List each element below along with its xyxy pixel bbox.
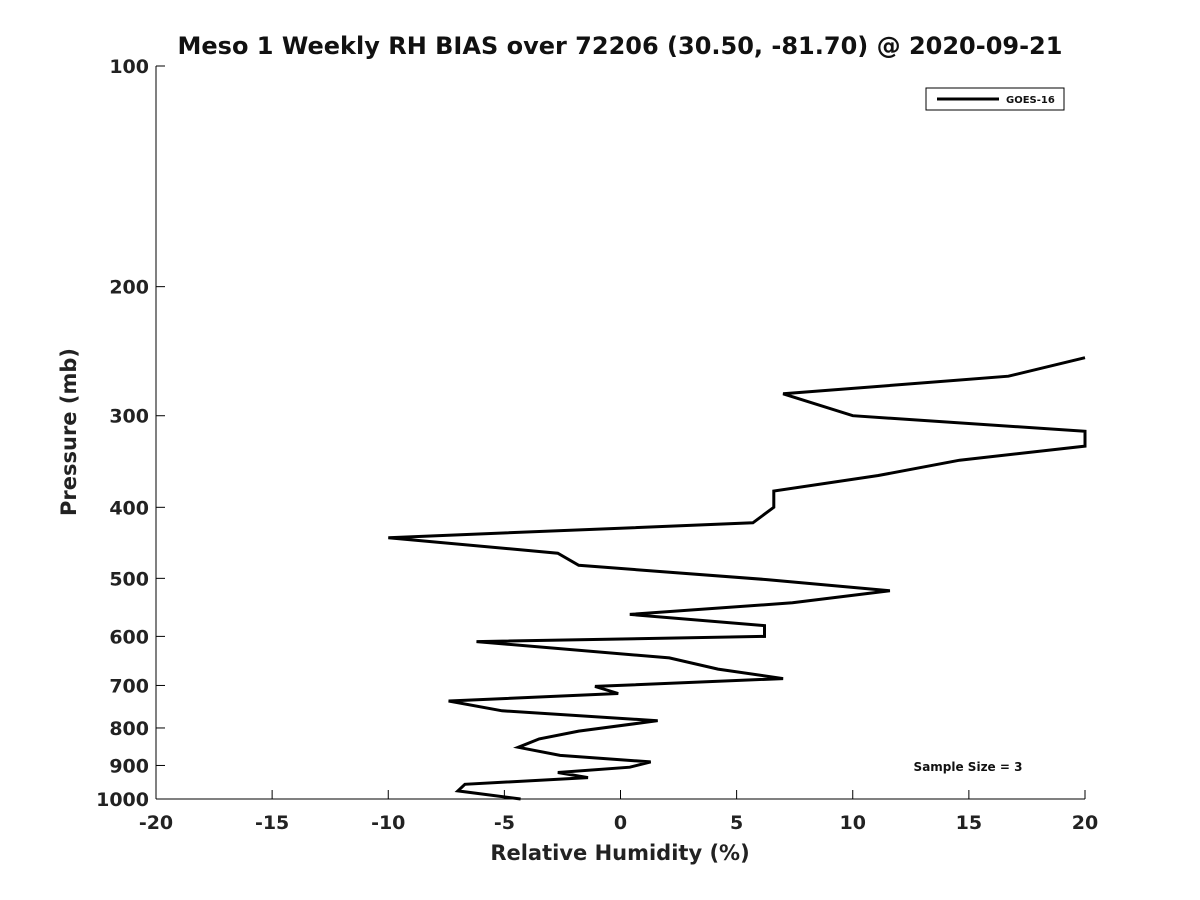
y-tick-label-7: 800: [109, 718, 149, 740]
legend: GOES-16: [925, 87, 1065, 111]
y-tick-label-6: 700: [109, 675, 149, 697]
legend-label-goes-16: GOES-16: [1006, 95, 1055, 106]
y-axis-label: Pressure (mb): [57, 348, 81, 516]
x-tick-label-0: -20: [139, 812, 173, 834]
y-tick-label-4: 500: [109, 568, 149, 590]
series-line-goes-16: [388, 356, 1087, 801]
y-tick-label-5: 600: [109, 626, 149, 648]
chart-title: Meso 1 Weekly RH BIAS over 72206 (30.50,…: [178, 32, 1063, 60]
x-axis-label: Relative Humidity (%): [490, 841, 749, 865]
y-tick-label-2: 300: [109, 406, 149, 428]
x-tick-label-6: 10: [840, 812, 866, 834]
x-tick-label-5: 5: [730, 812, 743, 834]
sample-size-annotation: Sample Size = 3: [914, 760, 1023, 774]
y-tick-label-3: 400: [109, 497, 149, 519]
y-tick-label-8: 900: [109, 755, 149, 777]
y-tick-label-9: 1000: [96, 789, 149, 811]
plot-area: -20 -15 -10 -5 0 5 10 15 20 100 200 300 400 500 600 700…: [96, 56, 1098, 834]
x-tick-label-4: 0: [614, 812, 627, 834]
x-tick-label-8: 20: [1072, 812, 1098, 834]
x-tick-label-7: 15: [956, 812, 982, 834]
y-tick-label-1: 200: [109, 277, 149, 299]
x-tick-label-3: -5: [494, 812, 515, 834]
x-tick-label-1: -15: [255, 812, 289, 834]
y-tick-label-0: 100: [109, 56, 149, 78]
x-tick-label-2: -10: [371, 812, 405, 834]
